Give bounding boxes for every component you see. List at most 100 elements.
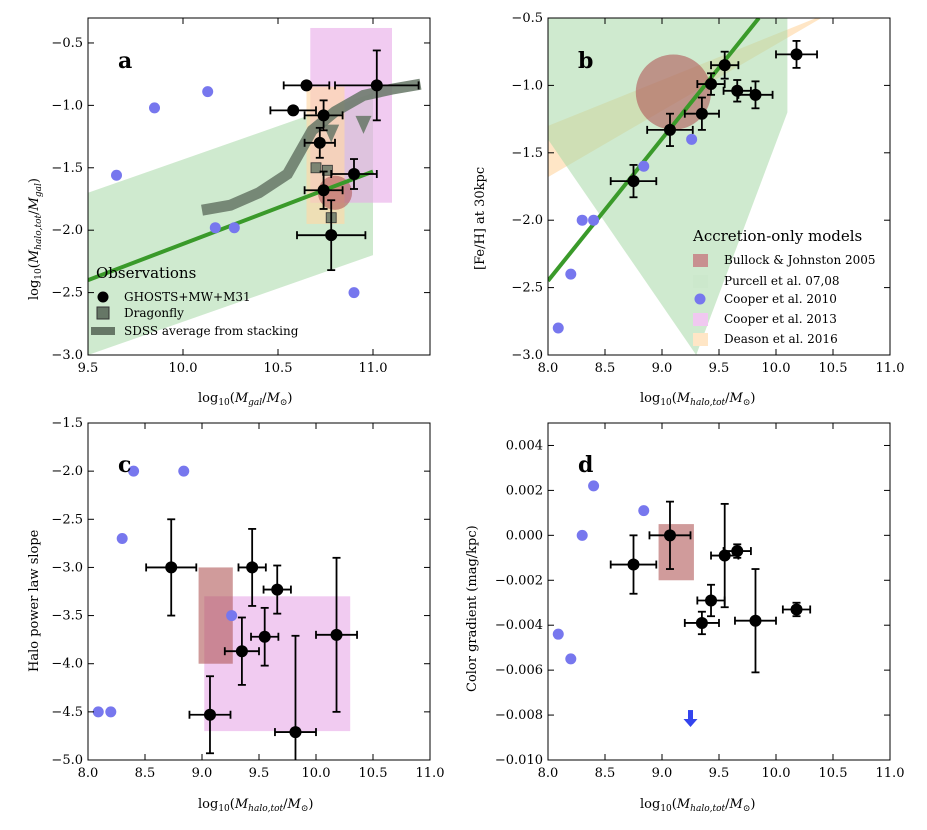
legend-title-models: Accretion-only models xyxy=(692,227,862,245)
ghosts-marker xyxy=(246,561,259,574)
y-tick-label: −1.0 xyxy=(511,78,543,93)
y-tick-label: −5.0 xyxy=(51,753,83,768)
cooper2010-point xyxy=(552,628,564,640)
y-tick-label: −0.006 xyxy=(495,663,543,678)
bullock-box xyxy=(658,524,694,581)
ghosts-point xyxy=(303,170,344,210)
ghosts-point xyxy=(737,80,774,110)
ghosts-marker xyxy=(271,583,284,596)
panel-c-label: c xyxy=(118,452,131,478)
upper-limit-arrow-shaft xyxy=(688,710,693,721)
x-tick-label: 10.5 xyxy=(819,766,848,781)
ghosts-point xyxy=(696,72,726,96)
cooper2010-point xyxy=(638,160,650,172)
panel-a-legend: Observations GHOSTS+MW+M31 Dragonfly SDS… xyxy=(91,264,299,338)
ghosts-marker xyxy=(718,59,731,72)
x-tick-label: 10.5 xyxy=(264,361,293,376)
ghosts-point xyxy=(683,610,720,636)
ghosts-marker xyxy=(663,123,676,136)
ghosts-marker xyxy=(289,726,302,739)
y-tick-label: −0.002 xyxy=(495,573,543,588)
cooper2010-point xyxy=(565,653,577,665)
y-tick-label: −2.0 xyxy=(51,223,83,238)
ghosts-marker xyxy=(317,109,330,122)
ghosts-marker xyxy=(718,549,731,562)
ghosts-marker xyxy=(165,561,178,574)
ghosts-point xyxy=(274,634,317,760)
ghosts-point xyxy=(609,534,658,595)
x-tick-label: 10.5 xyxy=(819,361,848,376)
legend-label-ghosts: GHOSTS+MW+M31 xyxy=(124,290,251,304)
ghosts-point xyxy=(269,104,317,117)
ghosts-marker xyxy=(325,229,338,242)
x-tick-label: 11.0 xyxy=(876,766,905,781)
panel-d-label: d xyxy=(578,452,593,478)
panel-c-frame xyxy=(87,422,431,761)
legend-label-deason: Deason et al. 2016 xyxy=(724,332,838,346)
y-tick-label: −3.0 xyxy=(511,348,543,363)
ghosts-point xyxy=(262,564,292,615)
ghosts-point xyxy=(223,616,260,686)
cooper2010-point xyxy=(105,706,117,718)
ghosts-marker xyxy=(695,616,708,629)
ghosts-point xyxy=(722,543,752,559)
y-tick-label: −1.0 xyxy=(51,98,83,113)
legend-marker-purcell xyxy=(693,275,708,288)
dragonfly-point xyxy=(321,164,333,176)
legend-marker-bullock xyxy=(693,254,708,267)
ghosts-marker xyxy=(705,594,718,607)
dragonfly-upper-limit xyxy=(355,115,372,134)
cooper2010-point xyxy=(565,268,577,280)
legend-marker-cooper2013 xyxy=(693,313,708,326)
x-tick-label: 9.5 xyxy=(78,361,99,376)
panel-a-ylabel: log10(Mhalo,tot/Mgal) xyxy=(27,178,44,300)
ghosts-marker xyxy=(731,545,744,558)
x-tick-label: 8.0 xyxy=(78,766,99,781)
upper-limit-arrow-head xyxy=(683,719,698,728)
ghosts-marker xyxy=(790,603,803,616)
cooper2010-point xyxy=(686,133,698,145)
ghosts-point xyxy=(775,40,818,69)
y-tick-label: −0.008 xyxy=(495,708,543,723)
cooper2010-point xyxy=(128,465,140,477)
ghosts-marker xyxy=(330,628,343,641)
ghosts-point xyxy=(609,164,658,199)
ghosts-marker xyxy=(300,79,313,92)
panel-b-frame xyxy=(547,17,891,356)
y-tick-label: −0.5 xyxy=(511,11,543,26)
ghosts-marker xyxy=(258,630,271,643)
panel-a-plot-area xyxy=(88,27,422,355)
ghosts-point xyxy=(250,606,280,667)
y-tick-label: −1.5 xyxy=(51,161,83,176)
cooper2010-point xyxy=(576,529,588,541)
ghosts-marker xyxy=(749,614,762,627)
panel-b-plot-area xyxy=(548,18,822,355)
cooper2010-point xyxy=(348,287,360,299)
x-tick-label: 9.0 xyxy=(652,766,673,781)
y-tick-label: 0.000 xyxy=(506,528,543,543)
ghosts-point xyxy=(646,112,694,147)
panel-d-plot-area xyxy=(552,480,812,728)
legend-label-cooper2010: Cooper et al. 2010 xyxy=(724,292,837,306)
x-tick-label: 8.0 xyxy=(538,766,559,781)
ghosts-point xyxy=(296,199,367,272)
cooper2010-point xyxy=(588,480,600,492)
ghosts-point xyxy=(648,500,692,570)
purcell-band xyxy=(548,18,788,355)
panel-c-ylabel: Halo power law slope xyxy=(27,529,42,672)
ghosts-marker xyxy=(313,136,326,149)
cooper2010-point xyxy=(178,465,190,477)
legend-label-purcell: Purcell et al. 07,08 xyxy=(724,274,840,288)
ghosts-marker xyxy=(705,78,718,91)
cooper2010-point xyxy=(209,222,221,234)
y-tick-label: −2.5 xyxy=(511,281,543,296)
sdss-line xyxy=(201,78,422,216)
ghosts-marker xyxy=(287,104,300,117)
bullock-circle xyxy=(635,54,712,130)
ghosts-point xyxy=(188,675,232,755)
y-tick-label: 0.002 xyxy=(506,483,543,498)
cooper2010-point xyxy=(116,533,128,545)
x-tick-label: 9.5 xyxy=(709,361,730,376)
legend-marker-deason xyxy=(693,333,708,346)
